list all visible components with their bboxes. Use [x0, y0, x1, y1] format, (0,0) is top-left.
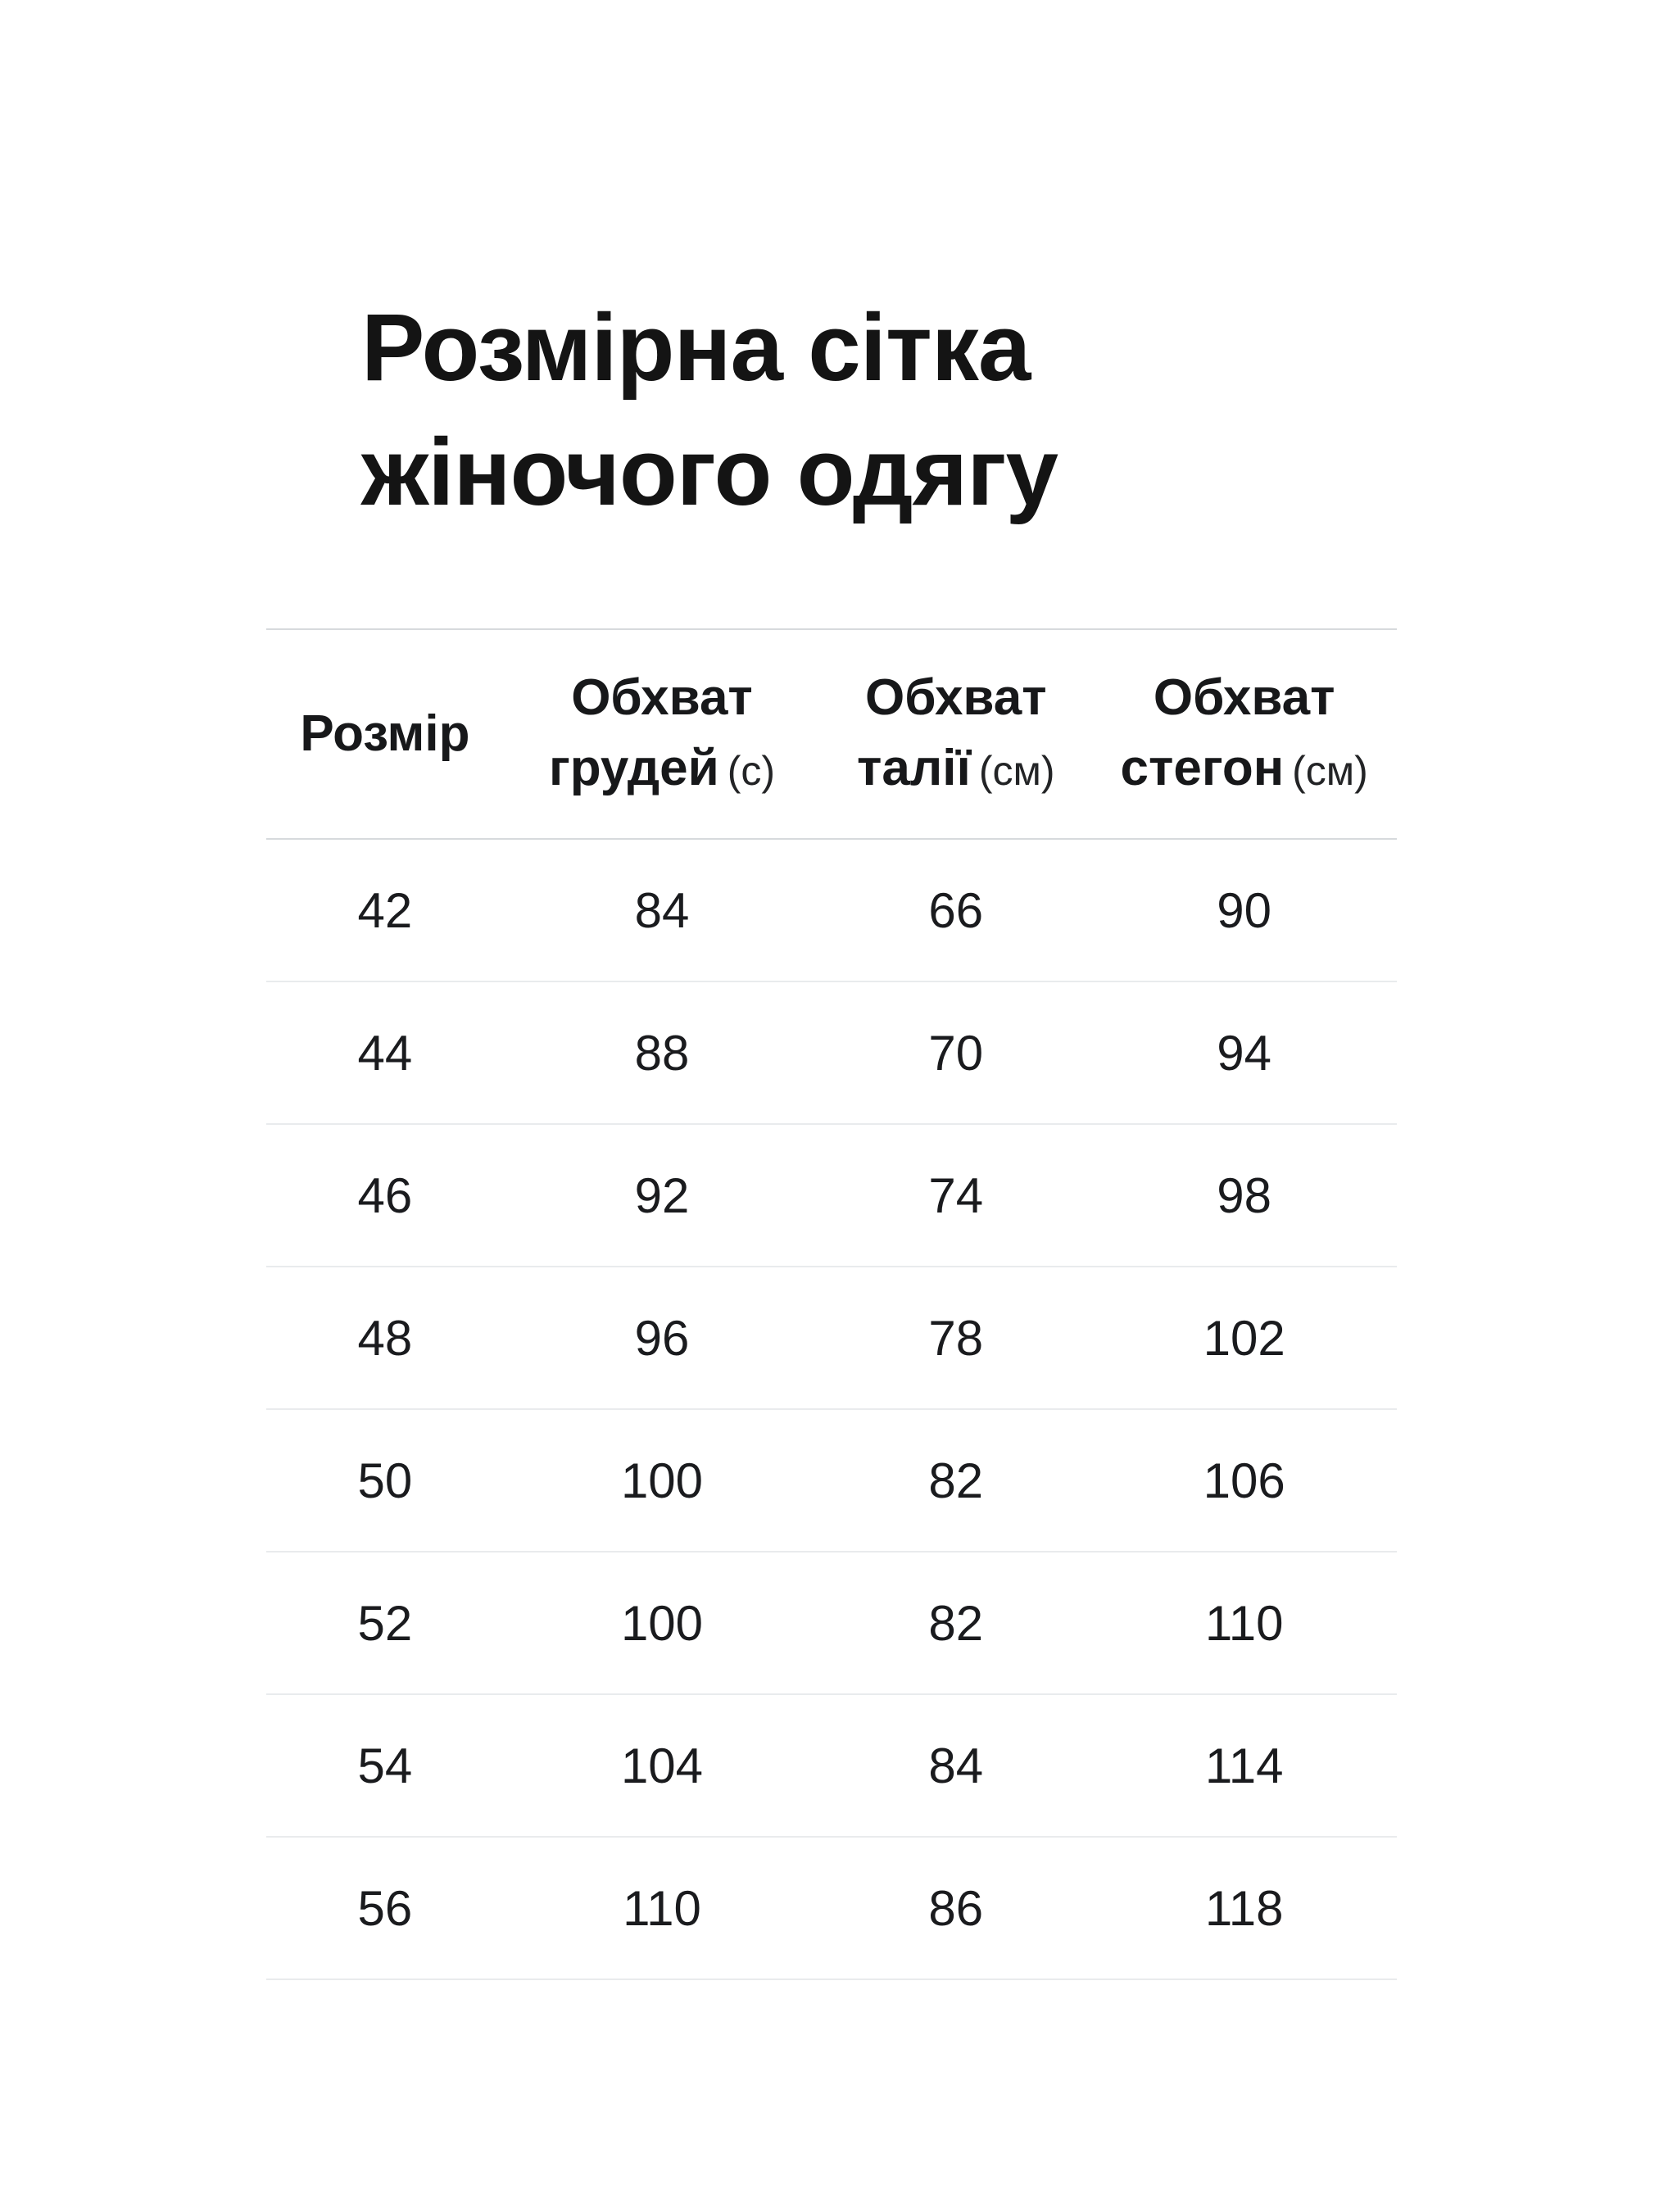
chest-value-cell: 96 [634, 1310, 690, 1366]
size-value-cell: 48 [357, 1310, 413, 1366]
waist-value-cell: 84 [928, 1738, 984, 1793]
size-value-cell: 52 [357, 1595, 413, 1651]
hips-value-cell: 118 [1204, 1880, 1284, 1936]
column-header-chest-text-2: грудей [548, 739, 719, 796]
page-title-line-2: жіночого одягу [361, 419, 1058, 525]
table-row: 46 92 74 98 [266, 1125, 1397, 1267]
column-header-hips-line-2: стегон (см) [1121, 733, 1368, 806]
column-header-chest: Обхват грудей (с) [504, 630, 820, 838]
column-header-chest-line-1: Обхват [571, 663, 753, 733]
waist-value-cell: 82 [928, 1595, 984, 1651]
waist-value-cell: 86 [928, 1880, 984, 1936]
size-value-cell: 42 [357, 882, 413, 938]
hips-value-cell: 90 [1217, 882, 1272, 938]
column-header-waist-text-2: талії [856, 739, 971, 796]
column-header-size: Розмір [266, 630, 504, 838]
column-header-size-text: Розмір [300, 705, 470, 762]
column-header-chest-text-1: Обхват [571, 669, 753, 726]
column-header-chest-unit: (с) [727, 747, 776, 794]
hips-value-cell: 110 [1204, 1595, 1284, 1651]
column-header-waist-line-2: талії (см) [857, 733, 1055, 806]
size-table: Розмір Обхват грудей (с) Обхват талії (см) [266, 628, 1397, 1980]
column-header-chest-line-2: грудей (с) [549, 733, 775, 806]
hips-value-cell: 102 [1203, 1310, 1285, 1366]
hips-value-cell: 114 [1204, 1738, 1284, 1793]
column-header-size-label: Розмір [300, 699, 469, 769]
size-value-cell: 56 [357, 1880, 413, 1936]
page-title-line-1: Розмірна сітка [361, 294, 1031, 401]
column-header-waist-text-1: Обхват [864, 669, 1047, 726]
chest-value-cell: 100 [620, 1595, 704, 1651]
column-header-hips-text-1: Обхват [1153, 669, 1335, 726]
table-row: 52 100 82 110 [266, 1552, 1397, 1695]
chest-value-cell: 110 [623, 1880, 701, 1936]
table-row: 44 88 70 94 [266, 982, 1397, 1125]
chest-value-cell: 104 [620, 1738, 704, 1793]
chest-value-cell: 88 [634, 1025, 690, 1081]
table-row: 56 110 86 118 [266, 1838, 1397, 1980]
chest-value-cell: 84 [634, 882, 690, 938]
page-title: Розмірна сітка жіночого одягу [361, 285, 1058, 534]
chest-value-cell: 92 [634, 1167, 690, 1223]
chest-value-cell: 100 [620, 1453, 704, 1508]
size-value-cell: 46 [357, 1167, 413, 1223]
column-header-waist-unit: (см) [978, 747, 1055, 794]
size-value-cell: 44 [357, 1025, 413, 1081]
hips-value-cell: 106 [1203, 1453, 1285, 1508]
hips-value-cell: 94 [1217, 1025, 1272, 1081]
table-row: 54 104 84 114 [266, 1695, 1397, 1838]
table-row: 48 96 78 102 [266, 1267, 1397, 1410]
waist-value-cell: 78 [928, 1310, 984, 1366]
column-header-waist: Обхват талії (см) [820, 630, 1091, 838]
waist-value-cell: 66 [928, 882, 984, 938]
column-header-hips-unit: (см) [1292, 747, 1368, 794]
waist-value-cell: 70 [928, 1025, 984, 1081]
column-header-hips-text-2: стегон [1120, 739, 1285, 796]
table-row: 50 100 82 106 [266, 1410, 1397, 1552]
column-header-hips-line-1: Обхват [1154, 663, 1335, 733]
waist-value-cell: 74 [928, 1167, 984, 1223]
table-header-row: Розмір Обхват грудей (с) Обхват талії (см) [266, 628, 1397, 840]
waist-value-cell: 82 [928, 1453, 984, 1508]
hips-value-cell: 98 [1217, 1167, 1272, 1223]
column-header-hips: Обхват стегон (см) [1091, 630, 1397, 838]
size-value-cell: 54 [357, 1738, 413, 1793]
size-value-cell: 50 [357, 1453, 413, 1508]
table-row: 42 84 66 90 [266, 840, 1397, 982]
column-header-waist-line-1: Обхват [865, 663, 1047, 733]
